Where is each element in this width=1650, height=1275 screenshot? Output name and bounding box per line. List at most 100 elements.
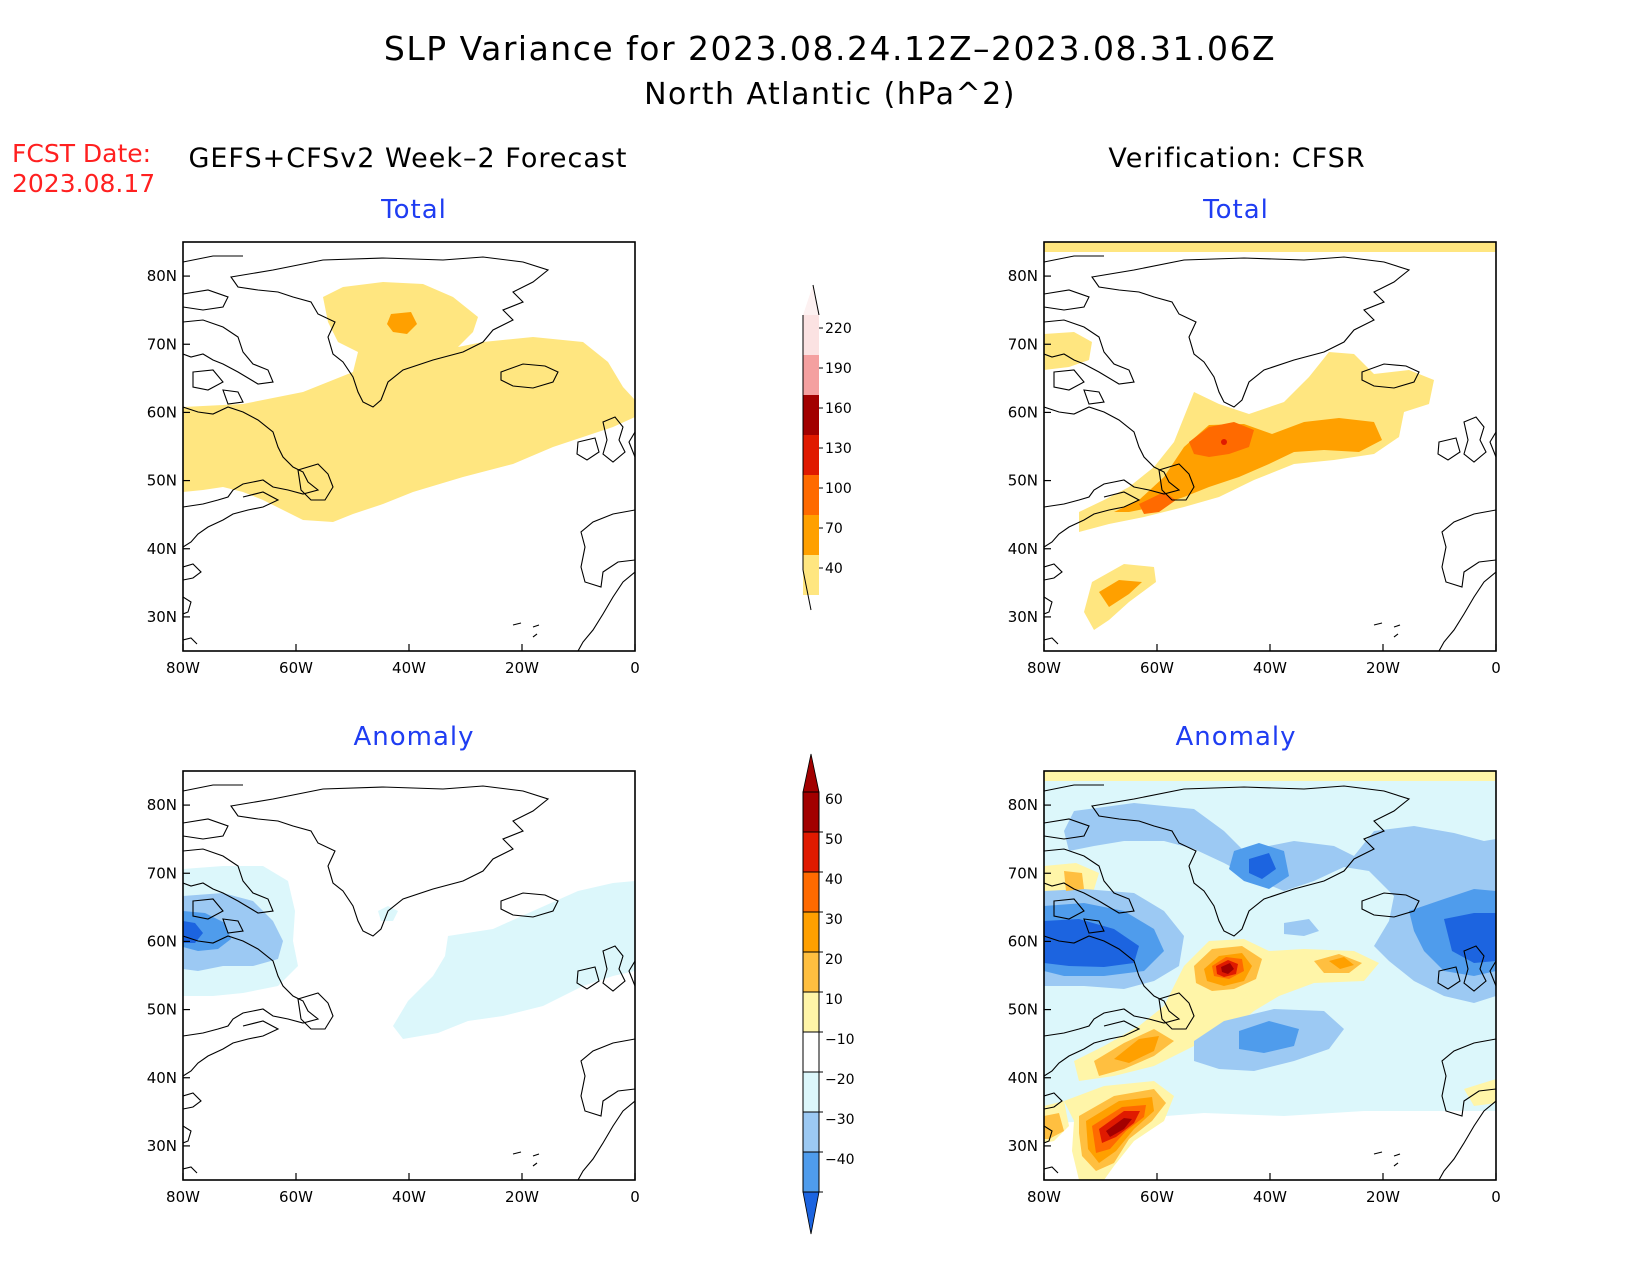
lon-tick-label: 80W [166, 1188, 200, 1206]
lon-tick-label: 60W [1140, 1188, 1174, 1206]
lat-tick-label: 60N [147, 403, 177, 421]
colorbar-label: −20 [825, 1072, 855, 1088]
colorbar-swatch [803, 1072, 819, 1112]
lat-tick-label: 40N [1008, 540, 1038, 558]
colorbar-label: −30 [825, 1112, 855, 1128]
lon-tick-label: 20W [1366, 1188, 1400, 1206]
lat-tick-label: 60N [147, 932, 177, 950]
lat-tick-label: 70N [1008, 335, 1038, 353]
colorbar-swatch [803, 1152, 819, 1192]
colorbar-swatch [803, 792, 819, 832]
lat-tick-label: 40N [147, 1069, 177, 1087]
colorbar-label: 190 [825, 361, 852, 377]
lat-tick-label: 30N [147, 608, 177, 626]
lat-tick-label: 40N [1008, 1069, 1038, 1087]
lon-tick-label: 0 [1491, 1188, 1501, 1206]
colorbar-total: 220 190 160 130 100 70 40 [802, 284, 852, 611]
fcst-date-value: 2023.08.17 [12, 169, 155, 198]
contour-fill-130 [1221, 439, 1227, 445]
colorbar-label: −10 [825, 1032, 855, 1048]
contour-fill-60 [1106, 963, 1234, 1137]
colorbar-label: 70 [825, 521, 843, 537]
lon-tick-label: 0 [1491, 659, 1501, 677]
main-title: SLP Variance for 2023.08.24.12Z–2023.08.… [384, 29, 1276, 68]
lat-tick-label: 30N [1008, 1137, 1038, 1155]
colorbar-swatch [803, 435, 819, 475]
contour-fill-neg40 [1044, 853, 1496, 967]
colorbar-label: 60 [825, 792, 843, 808]
lon-tick-label: 80W [1027, 1188, 1061, 1206]
panel-title-anomaly-forecast: Anomaly [353, 722, 474, 752]
lon-tick-label: 60W [279, 1188, 313, 1206]
lat-tick-label: 70N [147, 335, 177, 353]
colorbar-label: 50 [825, 832, 843, 848]
map-forecast-total [183, 255, 635, 651]
lat-tick-label: 80N [1008, 267, 1038, 285]
lon-tick-label: 60W [279, 659, 313, 677]
map-verification-anomaly [1044, 771, 1496, 1180]
panel-title-total-forecast: Total [380, 195, 447, 225]
colorbar-swatch [803, 1112, 819, 1152]
colorbar-swatch [803, 515, 819, 555]
colorbar-swatch [803, 872, 819, 912]
contour-fill-40 [183, 282, 635, 522]
map-verification-total [1044, 242, 1496, 651]
lat-tick-label: 80N [1008, 796, 1038, 814]
colorbar-swatch [803, 912, 819, 952]
lat-tick-label: 70N [147, 864, 177, 882]
colorbar-label: −40 [825, 1152, 855, 1168]
axes-layer: 80W 60W 40W 20W 0 80N 70N 60N 50N 40N 30N 80W 60W 40W… [147, 267, 1501, 1206]
lon-tick-label: 0 [630, 659, 640, 677]
colorbar-end [802, 1191, 820, 1235]
lat-tick-label: 50N [147, 472, 177, 490]
colorbar-swatch [803, 992, 819, 1032]
lat-tick-label: 50N [147, 1001, 177, 1019]
colorbar-swatch [803, 395, 819, 435]
lon-tick-label: 0 [630, 1188, 640, 1206]
colorbar-swatch [803, 355, 819, 395]
left-column-header: GEFS+CFSv2 Week–2 Forecast [188, 143, 627, 174]
main-subtitle: North Atlantic (hPa^2) [644, 77, 1016, 112]
lat-tick-label: 50N [1008, 1001, 1038, 1019]
lon-tick-label: 80W [166, 659, 200, 677]
colorbar-swatch [803, 1032, 819, 1072]
colorbar-swatch [803, 555, 819, 595]
panel-title-anomaly-verification: Anomaly [1175, 722, 1296, 752]
colorbar-anomaly: 60 50 40 30 20 10 −10 −20 −30 −40 [802, 753, 855, 1235]
lon-tick-label: 80W [1027, 659, 1061, 677]
panel-title-total-verification: Total [1202, 195, 1269, 225]
colorbar-label: 20 [825, 952, 843, 968]
lat-tick-label: 80N [147, 267, 177, 285]
colorbar-label: 160 [825, 401, 852, 417]
colorbar-swatch [803, 832, 819, 872]
right-column-header: Verification: CFSR [1108, 143, 1365, 174]
colorbar-label: 220 [825, 321, 852, 337]
lat-tick-label: 80N [147, 796, 177, 814]
colorbar-end [803, 285, 819, 315]
colorbar-end [802, 753, 820, 793]
lon-tick-label: 40W [1253, 659, 1287, 677]
colorbar-label: 40 [825, 872, 843, 888]
colorbar-label: 100 [825, 481, 852, 497]
colorbar-label: 10 [825, 992, 843, 1008]
lat-tick-label: 30N [1008, 608, 1038, 626]
lon-tick-label: 40W [1253, 1188, 1287, 1206]
lon-tick-label: 20W [505, 1188, 539, 1206]
lat-tick-label: 60N [1008, 932, 1038, 950]
contour-fill-70 [387, 312, 417, 334]
lon-tick-label: 60W [1140, 659, 1174, 677]
colorbar-label: 30 [825, 912, 843, 928]
map-forecast-anomaly [183, 784, 635, 1180]
lat-tick-label: 70N [1008, 864, 1038, 882]
contour-fill-70 [1099, 418, 1382, 607]
colorbar-label: 130 [825, 441, 852, 457]
lat-tick-label: 30N [147, 1137, 177, 1155]
colorbar-label: 40 [825, 561, 843, 577]
lat-tick-label: 60N [1008, 403, 1038, 421]
lat-tick-label: 40N [147, 540, 177, 558]
lon-tick-label: 20W [1366, 659, 1400, 677]
fcst-date-label: FCST Date: [12, 139, 151, 168]
lon-tick-label: 40W [392, 659, 426, 677]
contour-fill-100 [1139, 422, 1254, 514]
